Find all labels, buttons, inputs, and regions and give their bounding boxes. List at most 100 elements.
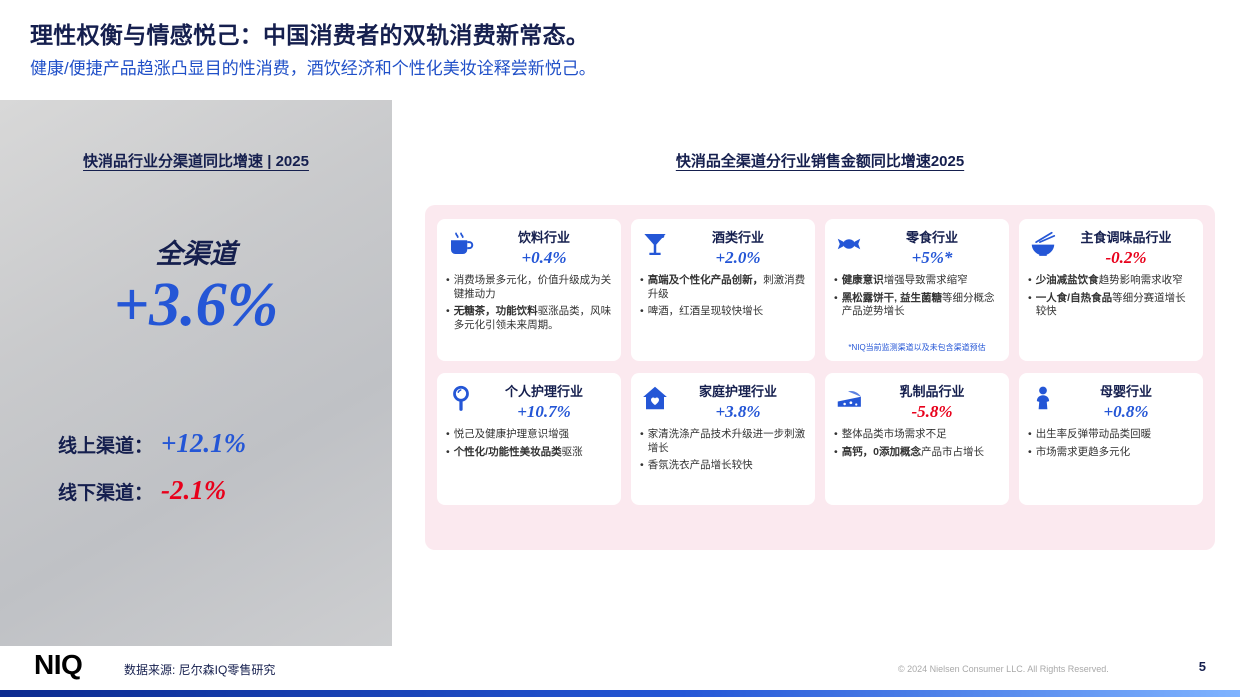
bullet-text: 消费场景多元化，价值升级成为关键推动力: [453, 274, 612, 300]
industry-card-titles: 乳制品行业 -5.8%: [864, 381, 1000, 422]
industry-title: 家庭护理行业: [698, 384, 777, 399]
hand-mirror-icon: [446, 383, 476, 413]
cheese-icon: [834, 383, 864, 413]
industry-card-header: 家庭护理行业 +3.8%: [640, 381, 806, 422]
industry-bullet: • 高钙，0添加概念产品市占增长: [834, 446, 1000, 460]
industry-bullet: • 啤酒，红酒呈现较快增长: [640, 305, 806, 319]
industry-card: 家庭护理行业 +3.8% • 家清洗涤产品技术升级进一步刺激增长 • 香氛洗衣产品增长较快: [631, 373, 815, 505]
industry-title: 酒类行业: [711, 230, 764, 245]
offline-channel-value: -2.1%: [161, 475, 227, 505]
industry-bullet: • 整体品类市场需求不足: [834, 428, 1000, 442]
bullet-text: 高钙，0添加概念产品市占增长: [841, 445, 985, 458]
industry-bullet: • 高端及个性化产品创新，刺激消费升级: [640, 274, 806, 301]
industry-card-titles: 酒类行业 +2.0%: [670, 227, 806, 268]
industry-card: 个人护理行业 +10.7% • 悦己及健康护理意识增强 • 个性化/功能性美妆品类驱涨: [437, 373, 621, 505]
house-heart-icon: [640, 383, 670, 413]
industry-footnote: *NIQ当前监测渠道以及未包含渠道预估: [848, 343, 986, 352]
bullet-text: 黑松露饼干, 益生菌糖等细分概念产品逆势增长: [841, 291, 995, 318]
industry-card-header: 乳制品行业 -5.8%: [834, 381, 1000, 422]
industry-bullet: • 市场需求更趋多元化: [1028, 446, 1194, 460]
industry-bullet: • 健康意识增强导致需求缩窄: [834, 274, 1000, 288]
industry-card-titles: 主食调味品行业 -0.2%: [1058, 227, 1194, 268]
industry-card-titles: 零食行业 +5%*: [864, 227, 1000, 268]
industry-card: 主食调味品行业 -0.2% • 少油减盐饮食趋势影响需求收窄 • 一人食/自热食品等细分赛…: [1019, 219, 1203, 361]
niq-logo: NIQ: [34, 649, 83, 680]
industry-card-header: 个人护理行业 +10.7%: [446, 381, 612, 422]
industry-bullet-list: • 出生率反弹带动品类回暖 • 市场需求更趋多元化: [1028, 428, 1194, 463]
left-stats-panel: 快消品行业分渠道同比增速 | 2025 全渠道 +3.6% 线上渠道： +12.…: [0, 100, 392, 646]
industry-panel: 饮料行业 +0.4% • 消费场景多元化，价值升级成为关键推动力 • 无糖茶，功能饮料驱涨…: [425, 205, 1215, 550]
bullet-dot-icon: •: [640, 274, 644, 286]
bullet-text: 少油减盐饮食趋势影响需求收窄: [1035, 274, 1183, 286]
industry-growth-value: +0.8%: [1103, 402, 1149, 421]
industry-card-titles: 家庭护理行业 +3.8%: [670, 381, 806, 422]
industry-card-header: 饮料行业 +0.4%: [446, 227, 612, 268]
online-channel-row: 线上渠道： +12.1%: [58, 428, 246, 459]
industry-title: 母婴行业: [1099, 384, 1152, 399]
industry-growth-value: +5%*: [911, 248, 953, 267]
baby-icon: [1028, 383, 1058, 413]
industry-bullet: • 个性化/功能性美妆品类驱涨: [446, 446, 612, 460]
industry-bullet: • 少油减盐饮食趋势影响需求收窄: [1028, 274, 1194, 288]
industry-bullet-list: • 整体品类市场需求不足 • 高钙，0添加概念产品市占增长: [834, 428, 1000, 463]
industry-card-header: 母婴行业 +0.8%: [1028, 381, 1194, 422]
industry-card-header: 酒类行业 +2.0%: [640, 227, 806, 268]
bullet-dot-icon: •: [446, 274, 450, 286]
industry-title: 主食调味品行业: [1080, 230, 1172, 245]
bullet-text: 市场需求更趋多元化: [1035, 445, 1131, 458]
bullet-text: 啤酒，红酒呈现较快增长: [647, 305, 764, 318]
industry-bullet-list: • 高端及个性化产品创新，刺激消费升级 • 啤酒，红酒呈现较快增长: [640, 274, 806, 323]
industry-card: 乳制品行业 -5.8% • 整体品类市场需求不足 • 高钙，0添加概念产品市占增长: [825, 373, 1009, 505]
industry-bullet: • 消费场景多元化，价值升级成为关键推动力: [446, 274, 612, 301]
bullet-text: 香氛洗衣产品增长较快: [647, 459, 753, 472]
industry-bullet: • 香氛洗衣产品增长较快: [640, 459, 806, 473]
omnichannel-label: 全渠道: [155, 239, 237, 269]
offline-channel-row: 线下渠道： -2.1%: [58, 475, 246, 506]
bullet-dot-icon: •: [1028, 428, 1032, 440]
industry-bullet-list: • 消费场景多元化，价值升级成为关键推动力 • 无糖茶，功能饮料驱涨品类，风味多元化引…: [446, 274, 612, 337]
bullet-dot-icon: •: [446, 445, 450, 458]
industry-bullet: • 黑松露饼干, 益生菌糖等细分概念产品逆势增长: [834, 292, 1000, 319]
industry-cards-grid: 饮料行业 +0.4% • 消费场景多元化，价值升级成为关键推动力 • 无糖茶，功能饮料驱涨…: [437, 219, 1203, 505]
industry-growth-value: -0.2%: [1105, 248, 1147, 267]
data-source-note: 数据来源: 尼尔森IQ零售研究: [124, 663, 276, 677]
bullet-dot-icon: •: [446, 428, 450, 440]
page-title: 理性权衡与情感悦己：中国消费者的双轨消费新常态。: [30, 22, 590, 48]
candy-icon: [834, 229, 864, 259]
industry-bullet-list: • 健康意识增强导致需求缩窄 • 黑松露饼干, 益生菌糖等细分概念产品逆势增长: [834, 274, 1000, 323]
industry-growth-value: +2.0%: [715, 248, 761, 267]
industry-card: 母婴行业 +0.8% • 出生率反弹带动品类回暖 • 市场需求更趋多元化: [1019, 373, 1203, 505]
copyright-note: © 2024 Nielsen Consumer LLC. All Rights …: [898, 664, 1109, 674]
industry-bullet: • 家清洗涤产品技术升级进一步刺激增长: [640, 428, 806, 455]
bullet-text: 个性化/功能性美妆品类驱涨: [453, 445, 583, 458]
bullet-text: 健康意识增强导致需求缩窄: [841, 274, 968, 286]
channel-rows: 线上渠道： +12.1% 线下渠道： -2.1%: [58, 428, 246, 522]
left-panel-heading: 快消品行业分渠道同比增速 | 2025: [83, 153, 309, 170]
industry-card: 零食行业 +5%* • 健康意识增强导致需求缩窄 • 黑松露饼干, 益生菌糖等细分概念产品…: [825, 219, 1009, 361]
online-channel-value: +12.1%: [161, 428, 247, 458]
footer: NIQ 数据来源: 尼尔森IQ零售研究 © 2024 Nielsen Consu…: [0, 649, 1240, 687]
bullet-dot-icon: •: [446, 305, 450, 318]
bullet-dot-icon: •: [640, 305, 644, 318]
industry-title: 零食行业: [905, 230, 958, 245]
industry-card: 酒类行业 +2.0% • 高端及个性化产品创新，刺激消费升级 • 啤酒，红酒呈现较快增长: [631, 219, 815, 361]
bottom-accent-bar: [0, 690, 1240, 697]
industry-bullet: • 悦己及健康护理意识增强: [446, 428, 612, 442]
bullet-dot-icon: •: [1028, 291, 1032, 304]
industry-card-titles: 饮料行业 +0.4%: [476, 227, 612, 268]
industry-card-header: 零食行业 +5%*: [834, 227, 1000, 268]
bullet-dot-icon: •: [834, 291, 838, 304]
industry-bullet: • 出生率反弹带动品类回暖: [1028, 428, 1194, 442]
bullet-text: 出生率反弹带动品类回暖: [1035, 428, 1152, 440]
bullet-dot-icon: •: [640, 428, 644, 440]
industry-growth-value: -5.8%: [911, 402, 953, 421]
industry-growth-value: +0.4%: [521, 248, 567, 267]
bullet-text: 家清洗涤产品技术升级进一步刺激增长: [647, 428, 806, 454]
online-channel-label: 线上渠道：: [58, 436, 154, 457]
industry-title: 乳制品行业: [899, 384, 965, 399]
cocktail-icon: [640, 229, 670, 259]
industry-growth-value: +3.8%: [715, 402, 761, 421]
industry-card-titles: 个人护理行业 +10.7%: [476, 381, 612, 422]
noodle-bowl-icon: [1028, 229, 1058, 259]
